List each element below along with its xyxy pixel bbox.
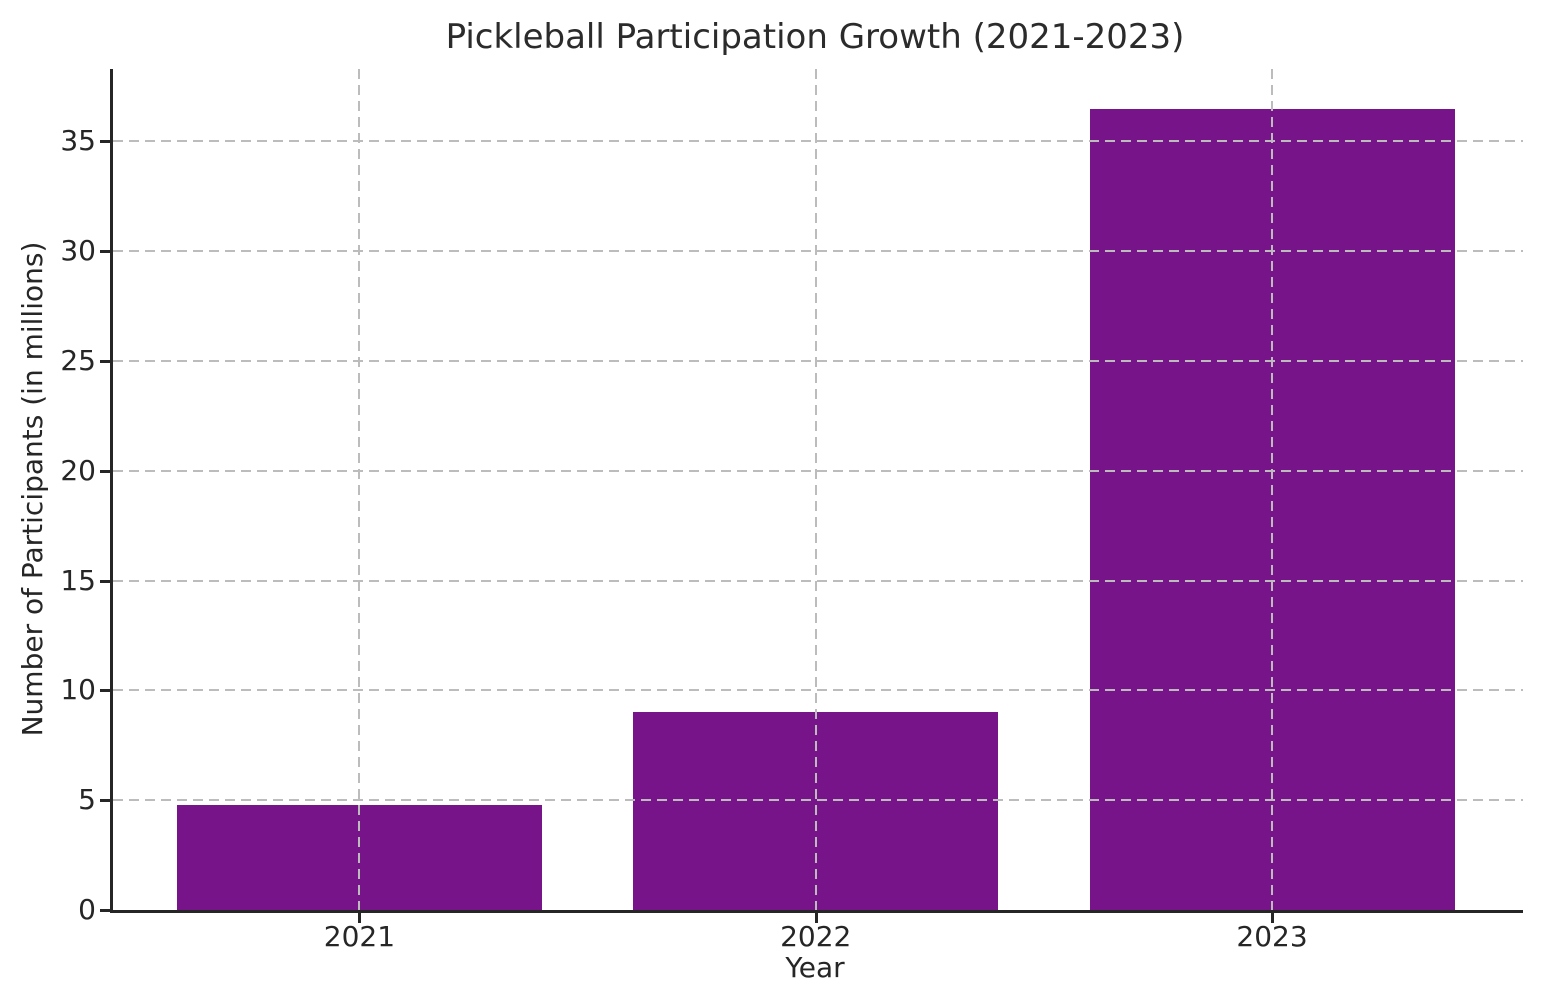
x-tick-2023 <box>1271 913 1275 923</box>
bar-2022 <box>633 712 999 910</box>
y-tick-label-0: 0 <box>78 893 96 926</box>
y-axis-label: Number of Participants (in millions) <box>16 241 49 737</box>
x-axis-label: Year <box>785 951 845 984</box>
x-tick-label-2023: 2023 <box>1236 920 1308 953</box>
bar-2021 <box>176 804 542 910</box>
x-tick-label-2022: 2022 <box>780 920 852 953</box>
chart-title: Pickleball Participation Growth (2021-20… <box>445 17 1185 57</box>
y-tick-35 <box>100 140 110 144</box>
y-tick-10 <box>100 689 110 693</box>
y-tick-label-5: 5 <box>78 783 96 817</box>
y-tick-label-20: 20 <box>60 453 96 487</box>
y-tick-label-15: 15 <box>60 563 96 597</box>
y-tick-30 <box>100 250 110 254</box>
y-tick-label-10: 10 <box>60 673 96 707</box>
y-tick-label-25: 25 <box>60 344 96 378</box>
y-tick-25 <box>100 360 110 364</box>
x-tick-2021 <box>358 913 362 923</box>
y-tick-label-30: 30 <box>60 234 96 268</box>
x-gridline-2021 <box>358 69 361 910</box>
y-tick-15 <box>100 579 110 583</box>
plot-area: 0 5 10 15 20 25 30 35 2021 2022 2023 <box>60 69 1523 952</box>
bar-2023 <box>1089 108 1455 910</box>
x-tick-2022 <box>814 913 818 923</box>
y-tick-20 <box>100 469 110 473</box>
y-tick-label-35: 35 <box>60 124 96 158</box>
y-tick-0 <box>100 909 110 912</box>
y-tick-5 <box>100 799 110 803</box>
x-tick-label-2021: 2021 <box>323 920 396 953</box>
